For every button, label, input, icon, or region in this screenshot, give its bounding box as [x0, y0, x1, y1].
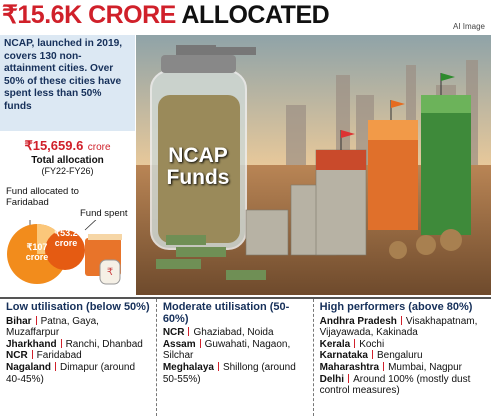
cities: Faridabad: [36, 350, 82, 362]
cities: Patna, Gaya, Muzaffarpur: [6, 315, 99, 339]
state: Assam: [162, 338, 196, 350]
total-block: ₹15,659.6 crore Total allocation (FY22-F…: [0, 137, 135, 176]
cities: Mumbai, Nagpur: [388, 361, 463, 373]
total-unit: crore: [87, 142, 111, 153]
separator: [371, 350, 373, 360]
column: High performers (above 80%) Andhra Prades…: [314, 299, 491, 416]
separator: [55, 361, 57, 371]
entry: Karnataka Bengaluru: [320, 350, 485, 362]
state: Bihar: [6, 315, 32, 327]
spent-amount: ₹53.2 crore: [54, 228, 78, 248]
spent-label: Fund spent: [80, 208, 128, 219]
separator: [354, 338, 356, 348]
state: Andhra Pradesh: [319, 315, 397, 327]
entry: NCR Ghaziabad, Noida: [163, 327, 307, 339]
total-amount: ₹15,659.6: [24, 138, 84, 153]
column: Low utilisation (below 50%) Bihar Patna, G…: [0, 299, 157, 416]
image-credit: AI Image: [452, 22, 485, 31]
separator: [60, 338, 62, 348]
state: Kerala: [319, 338, 351, 350]
faridabad-illustration: ₹: [7, 220, 122, 285]
state: Nagaland: [6, 361, 52, 373]
separator: [348, 373, 350, 383]
cities: Ranchi, Dhanbad: [65, 338, 143, 350]
entry: Kerala Kochi: [319, 338, 485, 351]
cities: Guwahati, Nagaon, Silchar: [162, 338, 291, 362]
title-highlight: ₹15.6K CRORE: [2, 1, 176, 29]
svg-text:₹: ₹: [107, 267, 113, 278]
separator: [188, 327, 190, 337]
state: NCR: [6, 350, 28, 362]
state: NCR: [162, 327, 185, 339]
entry: Jharkhand Ranchi, Dhanbad: [6, 338, 150, 351]
state: Meghalaya: [162, 361, 214, 373]
state: Maharashtra: [319, 361, 380, 373]
total-period: (FY22-FY26): [41, 166, 94, 176]
cities: Around 100% (mostly dust control measure…: [319, 373, 471, 397]
entry: Delhi Around 100% (mostly dust control me…: [319, 373, 485, 397]
illustration: [136, 35, 491, 295]
cities: Dimapur (around 40-45%): [6, 361, 136, 385]
cities: Kochi: [359, 338, 385, 350]
entry: Bihar Patna, Gaya, Muzaffarpur: [6, 315, 150, 339]
entry: NCR Faridabad: [6, 350, 150, 362]
separator: [383, 361, 385, 371]
separator: [31, 350, 33, 360]
separator: [35, 315, 37, 325]
column-title: High performers (above 80%): [319, 301, 473, 313]
cities: Bengaluru: [376, 350, 423, 362]
entry: Nagaland Dimapur (around 40-45%): [6, 361, 150, 385]
separator: [400, 315, 402, 325]
allocated-amount: ₹107 crore: [25, 242, 49, 262]
cities: Visakhapatnam, Vijayawada, Kakinada: [319, 315, 478, 339]
utilisation-columns: Low utilisation (below 50%) Bihar Patna, G…: [0, 297, 491, 416]
entry: Andhra Pradesh Visakhapatnam, Vijayawada,…: [319, 315, 485, 339]
entry: Assam Guwahati, Nagaon, Silchar: [162, 338, 307, 362]
entry: Meghalaya Shillong (around 50-55%): [162, 361, 307, 385]
summary: NCAP, launched in 2019, covers 130 non-a…: [0, 35, 135, 131]
separator: [199, 338, 201, 348]
state: Karnataka: [319, 350, 368, 362]
cities: Ghaziabad, Noida: [193, 327, 274, 339]
entry: Maharashtra Mumbai, Nagpur: [319, 361, 485, 374]
column-title: Low utilisation (below 50%): [6, 301, 150, 313]
state: Delhi: [319, 373, 345, 385]
column-title: Moderate utilisation (50-60%): [162, 301, 290, 325]
title: ₹15.6K CRORE ALLOCATED: [2, 0, 330, 30]
allocated-label: Fund allocated to Faridabad: [6, 186, 79, 208]
title-rest: ALLOCATED: [181, 1, 330, 29]
cities: Shillong (around 50-55%): [162, 361, 296, 385]
total-label: Total allocation: [31, 155, 104, 166]
column: Moderate utilisation (50-60%) NCR Ghaziaba…: [157, 299, 314, 416]
separator: [217, 361, 219, 371]
jar-label: NCAP Funds: [166, 144, 230, 189]
state: Jharkhand: [6, 338, 57, 350]
